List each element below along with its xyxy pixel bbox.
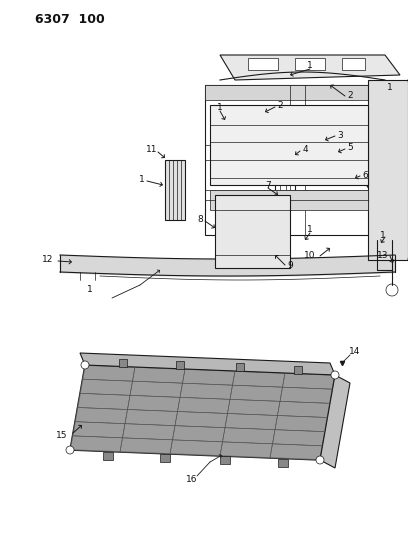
Polygon shape (70, 365, 335, 460)
Text: 14: 14 (349, 348, 361, 357)
Polygon shape (248, 58, 278, 70)
Text: 11: 11 (146, 146, 158, 155)
Polygon shape (182, 369, 235, 385)
Polygon shape (70, 436, 122, 452)
Text: 16: 16 (186, 475, 198, 484)
Polygon shape (80, 379, 133, 395)
Polygon shape (342, 58, 365, 70)
Polygon shape (165, 160, 185, 220)
Text: 1: 1 (139, 175, 145, 184)
Text: 2: 2 (277, 101, 283, 109)
Text: 6307  100: 6307 100 (35, 13, 105, 26)
Polygon shape (320, 375, 350, 468)
Bar (400, 115, 408, 124)
Polygon shape (222, 427, 275, 444)
Text: 10: 10 (304, 251, 316, 260)
Polygon shape (368, 80, 408, 260)
Text: 1: 1 (307, 225, 313, 235)
Polygon shape (277, 401, 330, 417)
Bar (293, 366, 302, 374)
Polygon shape (273, 430, 325, 446)
Polygon shape (120, 438, 173, 454)
Polygon shape (82, 365, 135, 381)
Text: 2: 2 (347, 91, 353, 100)
Bar (220, 456, 230, 464)
Bar (236, 363, 244, 371)
Circle shape (316, 456, 324, 464)
Polygon shape (133, 367, 185, 383)
Text: 13: 13 (377, 251, 389, 260)
Polygon shape (295, 58, 325, 70)
Polygon shape (180, 383, 233, 399)
Circle shape (66, 446, 74, 454)
Text: 1: 1 (380, 230, 386, 239)
Circle shape (81, 361, 89, 369)
Polygon shape (127, 395, 180, 411)
Text: 1: 1 (387, 83, 393, 92)
Bar (176, 361, 184, 369)
Polygon shape (130, 381, 182, 397)
Polygon shape (210, 105, 368, 185)
Polygon shape (177, 397, 230, 414)
Bar (102, 451, 113, 459)
Bar (160, 454, 170, 462)
Polygon shape (282, 373, 335, 389)
Text: 15: 15 (56, 431, 68, 440)
Bar (400, 128, 408, 137)
Polygon shape (225, 414, 277, 430)
Polygon shape (173, 426, 225, 442)
Text: 5: 5 (347, 143, 353, 152)
Polygon shape (210, 190, 368, 210)
Text: 1: 1 (87, 286, 93, 295)
Text: 1: 1 (307, 61, 313, 70)
Polygon shape (220, 55, 400, 80)
Polygon shape (215, 195, 290, 268)
Polygon shape (270, 444, 322, 460)
Polygon shape (280, 387, 333, 403)
Text: 9: 9 (287, 261, 293, 270)
Polygon shape (205, 85, 390, 100)
Polygon shape (170, 440, 222, 456)
Text: 7: 7 (265, 181, 271, 190)
Polygon shape (73, 422, 125, 438)
Bar (277, 458, 288, 466)
Text: 1: 1 (217, 103, 223, 112)
Ellipse shape (229, 213, 267, 257)
Text: 12: 12 (42, 255, 54, 264)
Circle shape (382, 162, 398, 178)
Polygon shape (122, 424, 175, 440)
Polygon shape (80, 353, 335, 375)
Text: 8: 8 (197, 215, 203, 224)
Polygon shape (175, 411, 228, 427)
Text: 4: 4 (302, 146, 308, 155)
Polygon shape (75, 408, 127, 424)
Text: 6: 6 (362, 171, 368, 180)
Polygon shape (78, 393, 130, 409)
Polygon shape (228, 399, 280, 416)
Polygon shape (275, 416, 328, 432)
Polygon shape (233, 371, 285, 387)
Circle shape (331, 371, 339, 379)
Bar (118, 359, 126, 367)
Polygon shape (230, 385, 282, 401)
Text: 3: 3 (337, 131, 343, 140)
Polygon shape (125, 409, 177, 426)
Polygon shape (220, 442, 273, 458)
Bar (400, 141, 408, 150)
